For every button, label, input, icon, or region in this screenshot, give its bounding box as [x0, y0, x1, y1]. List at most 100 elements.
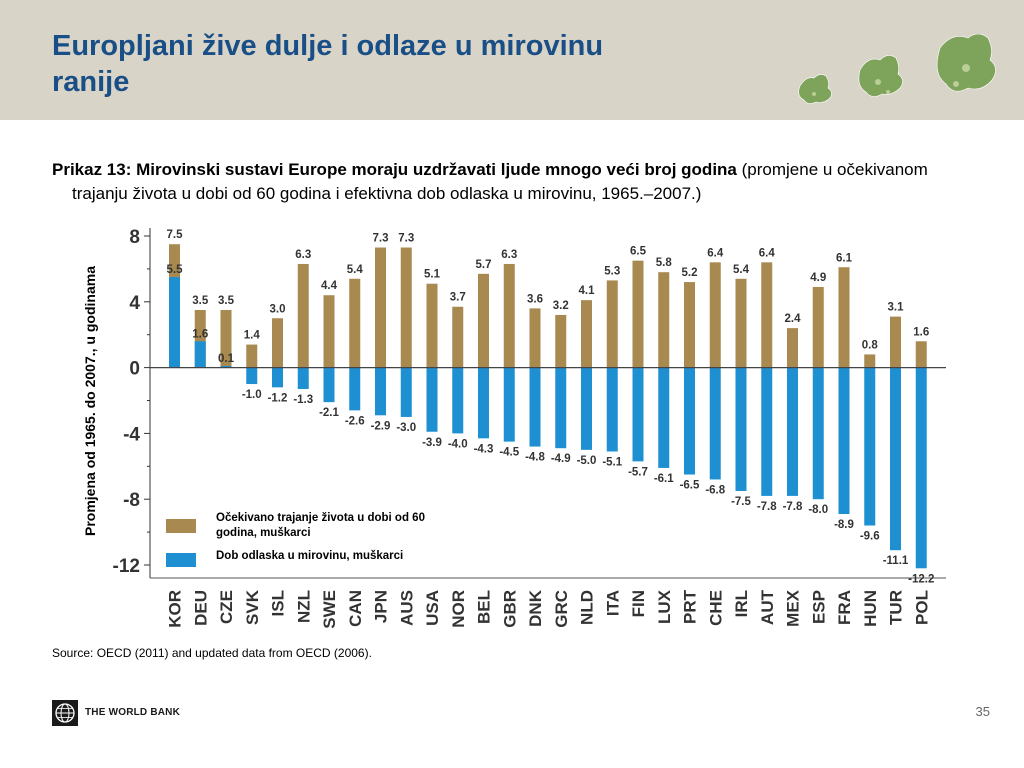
slide-title: Europljani žive dulje i odlaze u mirovin…: [52, 30, 604, 98]
bar-life-expectancy: [529, 308, 541, 368]
bar-retirement-age: [632, 367, 644, 462]
category-label: USA: [423, 590, 442, 626]
data-label-life-expectancy: 6.3: [295, 249, 311, 261]
data-label-life-expectancy: 3.1: [888, 302, 905, 314]
category-label: SWE: [320, 590, 339, 629]
bar-life-expectancy: [503, 263, 515, 368]
bar-life-expectancy: [194, 310, 206, 368]
bar-retirement-age: [838, 367, 850, 515]
bar-life-expectancy: [658, 272, 670, 368]
data-label-retirement-age: -5.0: [577, 455, 597, 467]
category-label: CZE: [217, 590, 236, 624]
legend-item-life-expectancy: Očekivano trajanje života u dobi od 60 g…: [166, 509, 456, 539]
category-label: AUS: [397, 590, 416, 626]
bar-retirement-age: [272, 367, 283, 388]
data-label-retirement-age: -5.7: [628, 466, 648, 478]
bar-retirement-age: [323, 367, 335, 403]
data-label-life-expectancy: 2.4: [785, 313, 802, 325]
category-label: ESP: [809, 590, 828, 624]
data-label-retirement-age: 5.5: [167, 264, 184, 276]
category-label: ITA: [603, 590, 622, 616]
bar-life-expectancy: [709, 262, 721, 368]
data-label-life-expectancy: 5.7: [476, 259, 492, 271]
data-label-life-expectancy: 3.7: [450, 292, 466, 304]
bar-retirement-age: [169, 277, 180, 368]
bar-life-expectancy: [555, 314, 567, 368]
bar-retirement-age: [297, 367, 309, 389]
category-label: KOR: [166, 590, 185, 628]
data-label-life-expectancy: 3.2: [553, 300, 569, 312]
bar-life-expectancy: [323, 295, 335, 368]
data-label-retirement-age: -5.1: [602, 456, 622, 468]
bar-life-expectancy: [606, 280, 618, 368]
data-label-life-expectancy: 5.8: [656, 257, 673, 269]
bar-life-expectancy: [349, 278, 361, 368]
data-label-life-expectancy: 3.0: [270, 303, 286, 315]
bar-retirement-age: [761, 367, 773, 496]
header-band: [0, 0, 1024, 120]
data-label-retirement-age: -2.6: [345, 415, 365, 427]
data-label-life-expectancy: 6.5: [630, 246, 647, 258]
bar-retirement-age: [555, 367, 567, 449]
data-label-life-expectancy: 7.3: [373, 233, 389, 245]
data-label-retirement-age: -7.5: [731, 496, 751, 508]
category-label: HUN: [861, 590, 880, 627]
data-label-life-expectancy: 0.8: [862, 339, 879, 351]
data-label-retirement-age: -1.0: [242, 389, 262, 401]
legend: Očekivano trajanje života u dobi od 60 g…: [160, 505, 450, 571]
category-label: AUT: [758, 589, 777, 625]
y-tick-label: 8: [129, 227, 140, 248]
category-label: DEU: [191, 590, 210, 626]
data-label-life-expectancy: 6.1: [836, 252, 853, 264]
data-label-retirement-age: -2.9: [371, 420, 391, 432]
category-label: JPN: [372, 590, 391, 623]
bar-retirement-age: [375, 367, 386, 416]
chart-caption: Prikaz 13: Mirovinski sustavi Europe mor…: [52, 158, 982, 206]
bar-retirement-age: [606, 367, 618, 452]
y-axis-label-text: Promjena od 1965. do 2007., u godinama: [82, 266, 98, 536]
caption-rest: (promjene u očekivanom trajanju života u…: [72, 160, 928, 203]
bar-retirement-age: [864, 367, 876, 526]
data-label-life-expectancy: 4.1: [579, 285, 596, 297]
data-label-retirement-age: -2.1: [319, 407, 339, 419]
bar-retirement-age: [684, 367, 695, 475]
data-label-life-expectancy: 7.5: [167, 229, 184, 241]
europe-maps-icon: [798, 34, 996, 104]
bar-life-expectancy: [400, 247, 412, 368]
bar-life-expectancy: [890, 316, 901, 368]
bar-retirement-age: [426, 367, 438, 432]
y-tick-label: 4: [129, 293, 140, 314]
bar-life-expectancy: [761, 262, 773, 368]
y-tick-label: 0: [129, 359, 140, 380]
y-axis-label: Promjena od 1965. do 2007., u godinama: [80, 236, 100, 566]
data-label-retirement-age: -8.9: [834, 519, 854, 531]
data-label-life-expectancy: 1.6: [913, 326, 929, 338]
data-label-life-expectancy: 4.4: [321, 280, 338, 292]
bar-life-expectancy: [915, 341, 927, 368]
data-label-life-expectancy: 5.3: [604, 265, 620, 277]
legend-swatch-retirement-age: [166, 553, 196, 567]
data-label-life-expectancy: 6.4: [707, 247, 724, 259]
data-label-retirement-age: 1.6: [192, 328, 208, 340]
bar-life-expectancy: [220, 310, 232, 368]
data-label-retirement-age: -3.9: [422, 437, 442, 449]
bar-retirement-age: [890, 367, 901, 551]
category-label: FIN: [629, 590, 648, 617]
category-label: TUR: [887, 590, 906, 625]
bar-retirement-age: [400, 367, 412, 417]
legend-label-retirement-age: Dob odlaska u mirovinu, muškarci: [216, 550, 404, 562]
category-label: CHE: [706, 590, 725, 626]
bar-retirement-age: [220, 365, 232, 368]
data-label-life-expectancy: 3.6: [527, 293, 543, 305]
data-label-life-expectancy: 3.5: [192, 295, 209, 307]
bar-life-expectancy: [838, 267, 850, 368]
category-label: FRA: [835, 590, 854, 625]
bar-retirement-age: [452, 367, 464, 434]
bar-life-expectancy: [735, 278, 747, 368]
category-label: LUX: [655, 589, 674, 624]
y-tick-label: -8: [123, 490, 140, 511]
world-bank-logo: THE WORLD BANK: [52, 700, 232, 728]
bar-retirement-age: [246, 367, 258, 385]
bar-life-expectancy: [246, 344, 258, 368]
category-label: GRC: [552, 590, 571, 628]
